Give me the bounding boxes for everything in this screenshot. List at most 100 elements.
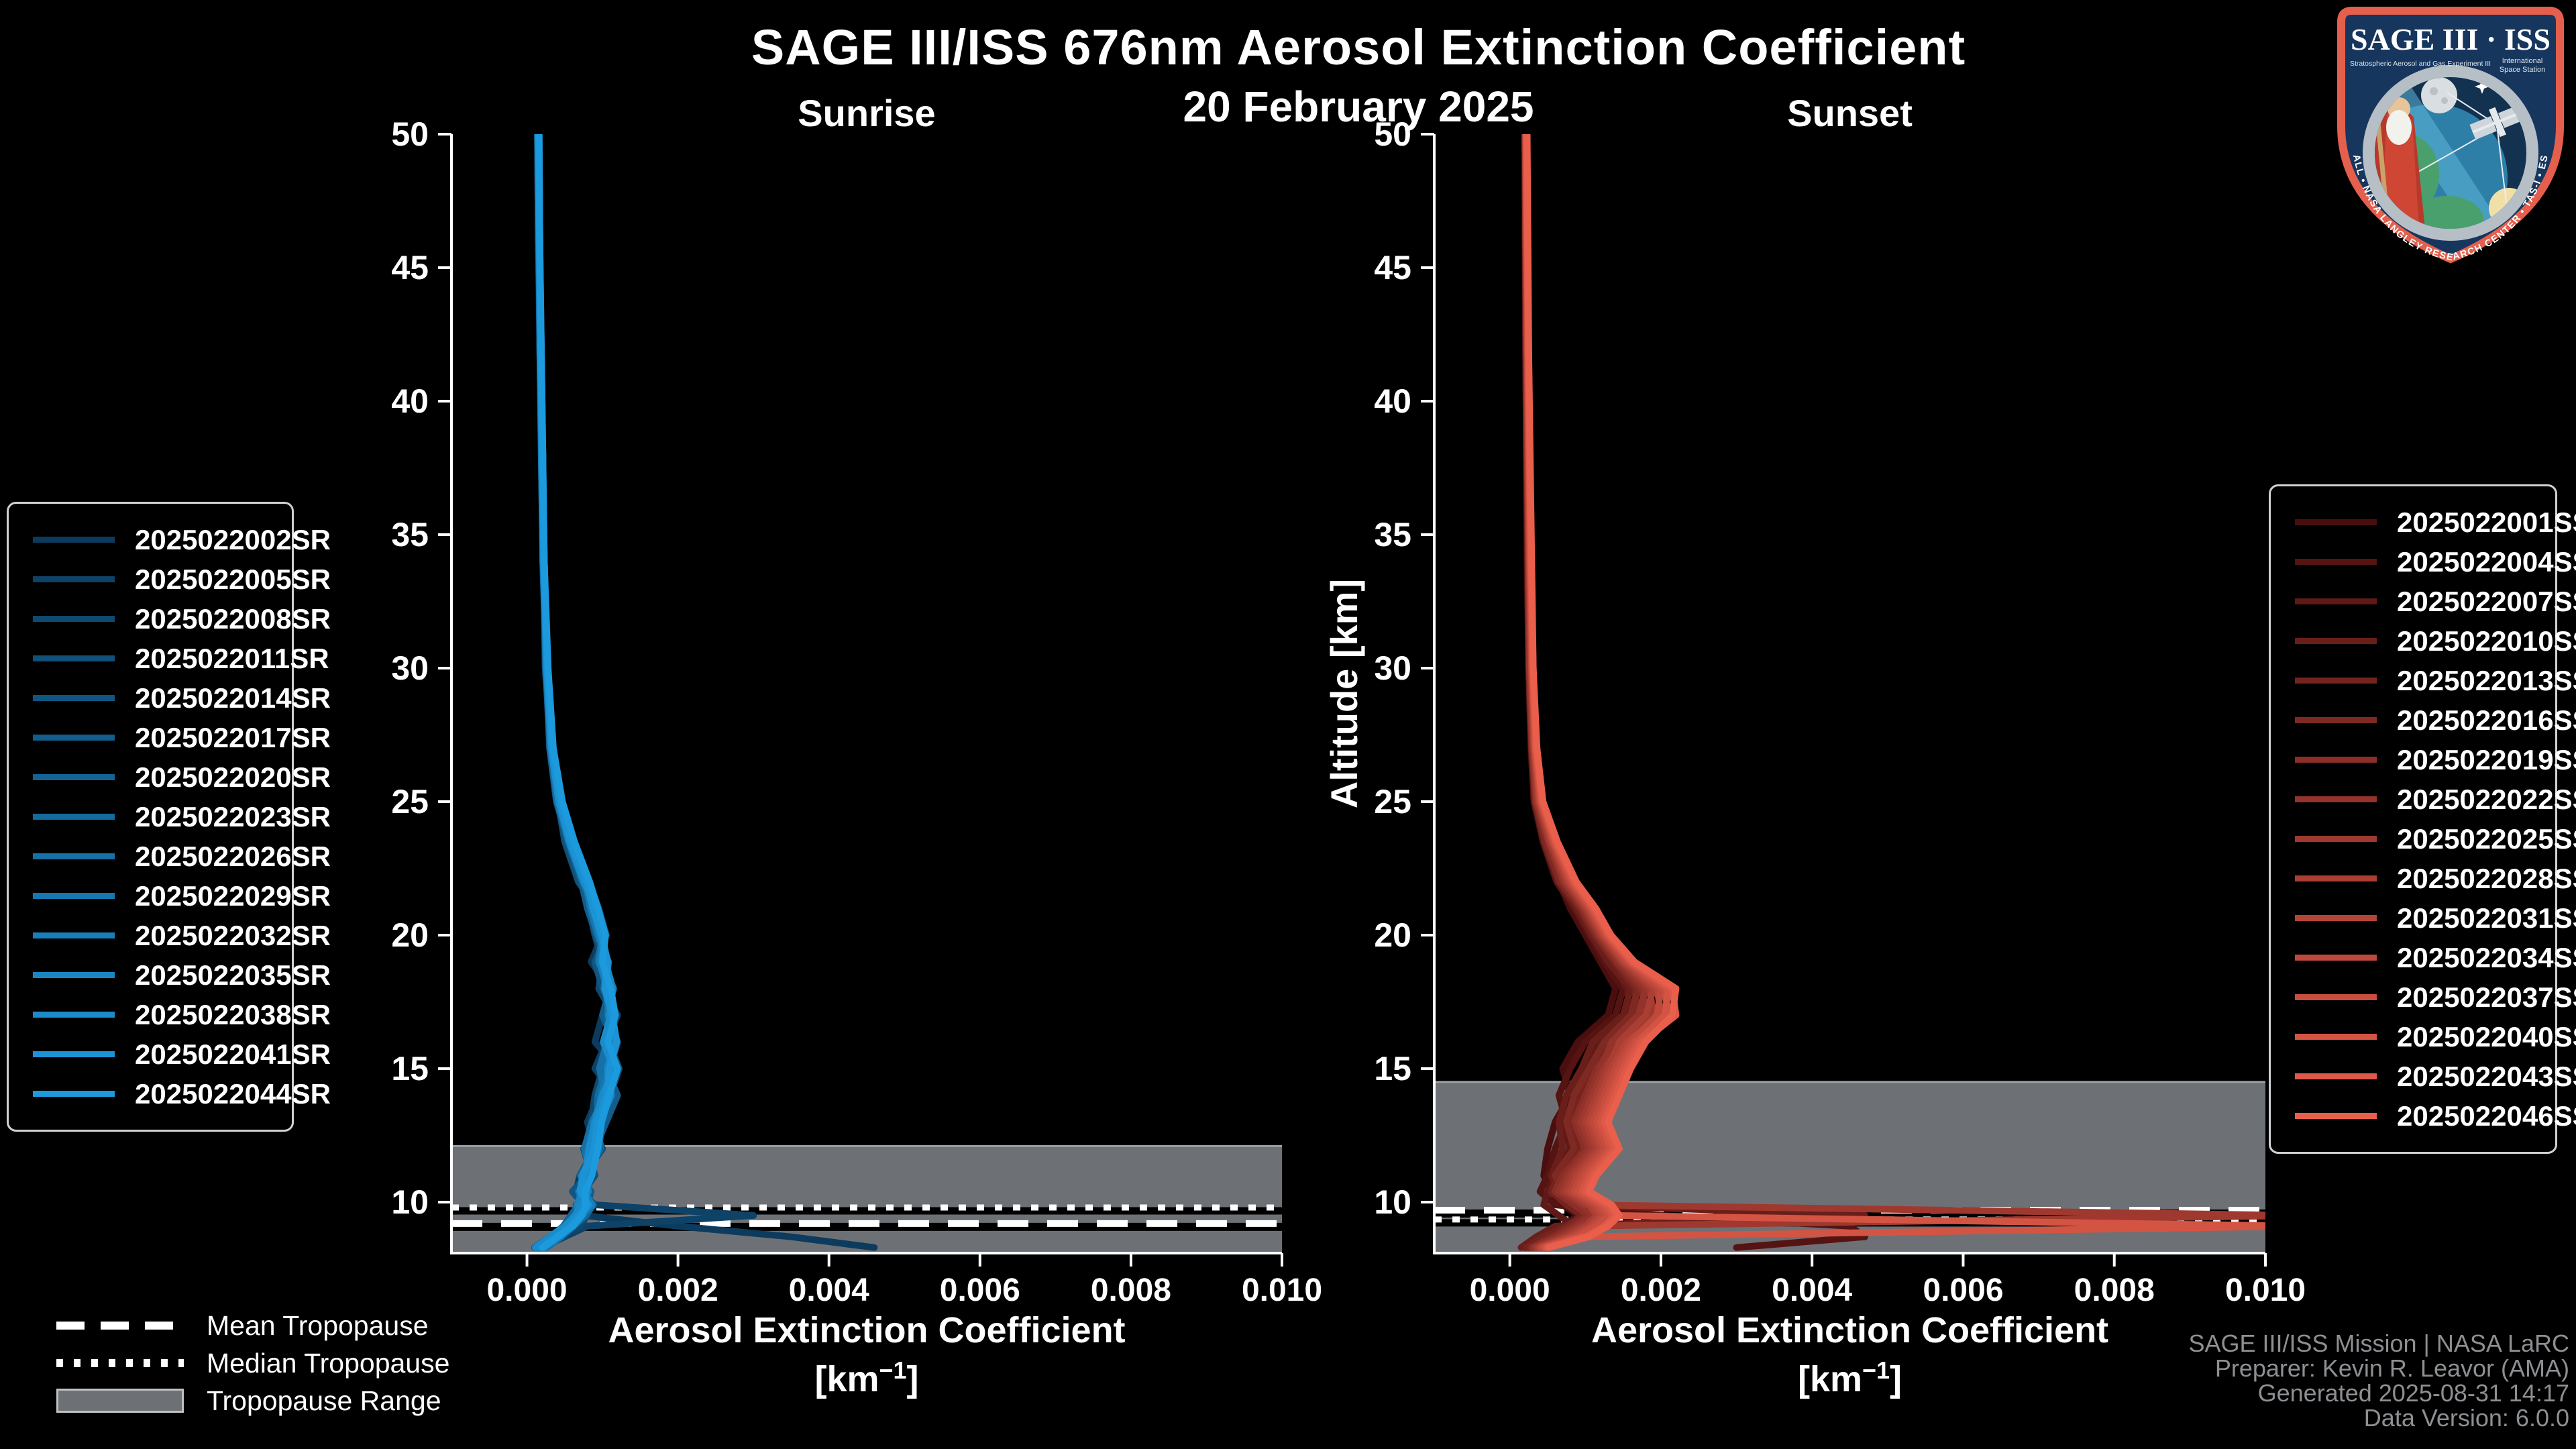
sunset-xtick-label: 0.000 [1469, 1273, 1550, 1308]
legend-line-icon [2295, 915, 2377, 921]
sunrise-ytick-label: 15 [391, 1050, 429, 1087]
sunset-y-axis-label: Altitude [km] [1323, 578, 1365, 809]
sunrise-legend-item: 2025022005SR [9, 559, 331, 599]
mean-tropopause-label: Mean Tropopause [207, 1309, 429, 1341]
footer-generated: Generated 2025-08-31 14:17 [2257, 1379, 2569, 1407]
sunset-ytick-label: 10 [1374, 1183, 1411, 1221]
tropopause-range-swatch [56, 1389, 184, 1413]
sunrise-x-axis-unit: [km−1] [814, 1356, 919, 1399]
sunrise-legend-item: 2025022035SR [9, 955, 331, 995]
median-tropopause-legend-row: Median Tropopause [56, 1344, 449, 1382]
sunrise-xtick-label: 0.006 [939, 1273, 1020, 1308]
profile-line-2025022025SS [1522, 134, 2265, 1251]
legend-line-icon [33, 932, 115, 938]
median-tropopause-dot-icon [56, 1359, 184, 1367]
legend-event-label: 2025022007SS [2397, 585, 2576, 617]
sunrise-xtick-label: 0.002 [637, 1273, 718, 1308]
legend-event-label: 2025022044SR [135, 1077, 331, 1110]
profile-line-2025022010SS [1517, 134, 1868, 1251]
sunrise-legend-item: 2025022020SR [9, 757, 331, 797]
sunset-legend-item: 2025022022SS [2271, 780, 2576, 819]
legend-line-icon [33, 537, 115, 543]
sunset-xtick-label: 0.004 [1772, 1273, 1853, 1308]
tropopause-range-legend-row: Tropopause Range [56, 1382, 449, 1419]
legend-event-label: 2025022035SR [135, 959, 331, 991]
panel-title-sunset: Sunset [1787, 92, 1913, 134]
legend-event-label: 2025022032SR [135, 919, 331, 951]
legend-line-icon [33, 774, 115, 780]
legend-line-icon [2295, 1034, 2377, 1040]
legend-event-label: 2025022041SR [135, 1038, 331, 1070]
sunset-legend-item: 2025022034SS [2271, 938, 2576, 977]
sunrise-ytick-label: 30 [391, 649, 429, 687]
tropopause-legend: Mean Tropopause Median Tropopause Tropop… [56, 1307, 449, 1419]
legend-line-icon [2295, 836, 2377, 842]
sunset-xtick-label: 0.006 [1923, 1273, 2004, 1308]
sunset-ytick-label: 20 [1374, 916, 1411, 954]
sunset-ytick-label: 15 [1374, 1050, 1411, 1087]
page-title: SAGE III/ISS 676nm Aerosol Extinction Co… [751, 19, 1966, 75]
sunset-ytick-label: 40 [1374, 382, 1411, 420]
sunset-ytick-label: 25 [1374, 783, 1411, 820]
sunset-legend-item: 2025022040SS [2271, 1017, 2576, 1057]
legend-line-icon [33, 1091, 115, 1097]
legend-event-label: 2025022029SR [135, 879, 331, 912]
sunrise-xtick-label: 0.008 [1090, 1273, 1171, 1308]
legend-line-icon [33, 616, 115, 622]
sunrise-ytick-label: 40 [391, 382, 429, 420]
legend-event-label: 2025022023SR [135, 800, 331, 833]
legend-event-label: 2025022008SR [135, 602, 331, 635]
legend-line-icon [2295, 559, 2377, 565]
sunrise-ytick-label: 20 [391, 916, 429, 954]
legend-event-label: 2025022043SS [2397, 1060, 2576, 1092]
sunrise-ytick-label: 25 [391, 783, 429, 820]
footer-mission: SAGE III/ISS Mission | NASA LaRC [2188, 1330, 2569, 1357]
sunrise-event-legend: 2025022002SR 2025022005SR 2025022008SR 2025… [7, 502, 331, 1132]
legend-line-icon [2295, 1113, 2377, 1119]
sunset-ytick-label: 35 [1374, 516, 1411, 553]
legend-event-label: 2025022002SR [135, 523, 331, 555]
sunset-legend-item: 2025022004SS [2271, 542, 2576, 582]
sunrise-legend-item: 2025022026SR [9, 837, 331, 876]
legend-event-label: 2025022005SR [135, 563, 331, 595]
legend-event-label: 2025022013SS [2397, 664, 2576, 696]
legend-line-icon [33, 576, 115, 582]
sunset-legend-item: 2025022037SS [2271, 977, 2576, 1017]
legend-event-label: 2025022026SR [135, 840, 331, 872]
legend-event-label: 2025022034SS [2397, 941, 2576, 973]
sunrise-x-axis-label-line1: Aerosol Extinction Coefficient [608, 1310, 1126, 1350]
sunset-legend-item: 2025022007SS [2271, 582, 2576, 621]
logo-subtitle-right-2: Space Station [2500, 66, 2546, 74]
profile-line-2025022005SR [534, 134, 757, 1251]
legend-line-icon [2295, 875, 2377, 881]
sunset-legend-item: 2025022028SS [2271, 859, 2576, 898]
median-tropopause-label: Median Tropopause [207, 1347, 450, 1379]
sunrise-profiles [531, 134, 878, 1251]
logo-stars [2475, 77, 2504, 94]
sunset-profiles [1517, 134, 2265, 1251]
sunrise-unit-exponent: −1 [879, 1356, 907, 1384]
sunset-legend-item: 2025022031SS [2271, 898, 2576, 938]
legend-line-icon [33, 893, 115, 899]
legend-event-label: 2025022020SR [135, 761, 331, 793]
date-subtitle: 20 February 2025 [1183, 83, 1534, 131]
sunset-xtick-label: 0.008 [2074, 1273, 2155, 1308]
mean-tropopause-dash-icon [56, 1322, 184, 1330]
sunset-legend-item: 2025022013SS [2271, 661, 2576, 700]
sunset-unit-exponent: −1 [1862, 1356, 1890, 1384]
legend-event-label: 2025022011SR [135, 642, 329, 674]
legend-event-label: 2025022004SS [2397, 545, 2576, 578]
sunrise-ytick-label: 50 [391, 115, 429, 153]
legend-event-label: 2025022014SR [135, 682, 331, 714]
legend-line-icon [2295, 678, 2377, 684]
legend-line-icon [33, 1012, 115, 1018]
sunrise-legend-item: 2025022011SR [9, 639, 329, 678]
sunrise-legend-item: 2025022017SR [9, 718, 331, 757]
sunset-x-axis-label-line1: Aerosol Extinction Coefficient [1591, 1310, 2109, 1350]
sunrise-legend-item: 2025022002SR [9, 520, 331, 559]
legend-event-label: 2025022022SS [2397, 783, 2576, 815]
logo-title: SAGE III · ISS [2351, 22, 2551, 56]
legend-line-icon [33, 814, 115, 820]
logo-iss-icon [2469, 104, 2526, 140]
